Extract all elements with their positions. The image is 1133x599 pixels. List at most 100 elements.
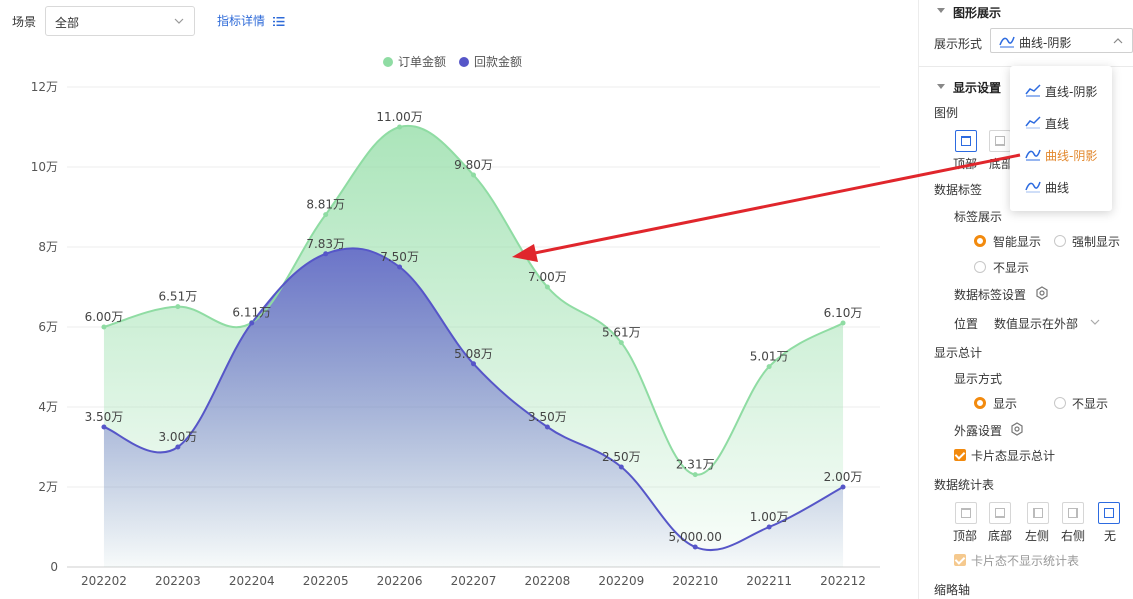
data-point[interactable] (397, 124, 403, 130)
icon-bar (962, 509, 970, 510)
data-point[interactable] (766, 364, 772, 370)
data-point[interactable] (544, 424, 550, 430)
position-label: 位置 (954, 317, 979, 331)
x-tick-label: 202204 (229, 574, 275, 588)
filter-bar: 场景 全部 指标详情 (0, 0, 905, 40)
line-area-icon (1025, 84, 1041, 97)
data-point[interactable] (101, 324, 107, 330)
radio-force-display[interactable] (1054, 235, 1066, 247)
data-point[interactable] (175, 444, 181, 450)
dropdown-option-label: 曲线 (1045, 181, 1070, 195)
stats-position-none-button[interactable] (1098, 502, 1120, 524)
curve-area-icon (999, 36, 1015, 48)
y-tick-label: 2万 (38, 480, 58, 494)
data-point[interactable] (692, 544, 698, 550)
legend-label[interactable]: 回款金额 (474, 54, 522, 69)
stats-position-right-button[interactable] (1062, 502, 1084, 524)
data-label: 7.50万 (380, 250, 419, 264)
data-point[interactable] (618, 464, 624, 470)
display-settings-title: 显示设置 (953, 81, 1002, 95)
icon-bar (1076, 509, 1077, 517)
data-point[interactable] (840, 320, 846, 326)
stats-position-bottom-button[interactable] (989, 502, 1011, 524)
data-point[interactable] (397, 264, 403, 270)
stats-position-top-button[interactable] (955, 502, 977, 524)
display-form-select[interactable]: 曲线-阴影 (990, 28, 1133, 53)
legend-marker[interactable] (383, 57, 393, 67)
data-point[interactable] (323, 212, 329, 218)
scene-select[interactable]: 全部 (45, 6, 195, 36)
x-tick-label: 202206 (377, 574, 423, 588)
stats-position-left-button[interactable] (1027, 502, 1049, 524)
legend-marker[interactable] (459, 57, 469, 67)
series-area (103, 248, 844, 568)
dropdown-option-curve[interactable]: 曲线 (1010, 171, 1112, 201)
dropdown-option-line[interactable]: 直线 (1010, 107, 1112, 137)
position-select[interactable]: 数值显示在外部 (994, 317, 1079, 331)
radio-smart-display[interactable] (974, 235, 986, 247)
chevron-down-icon (174, 18, 184, 24)
position-right-icon (1068, 508, 1078, 518)
legend-label[interactable]: 订单金额 (398, 54, 446, 69)
y-tick-label: 12万 (31, 80, 58, 94)
icon-bar (996, 516, 1004, 517)
data-point[interactable] (692, 472, 698, 478)
collapse-arrow-icon[interactable] (937, 8, 945, 13)
display-form-value: 曲线-阴影 (1019, 36, 1072, 50)
scene-select-value: 全部 (55, 16, 80, 30)
show-total-title: 显示总计 (934, 346, 983, 360)
chevron-up-icon (1113, 38, 1123, 44)
data-point[interactable] (323, 251, 329, 257)
data-point[interactable] (249, 320, 255, 326)
dropdown-option-line-area[interactable]: 直线-阴影 (1010, 75, 1112, 105)
data-label: 2.00万 (824, 470, 863, 484)
data-point[interactable] (840, 484, 846, 490)
line-icon (1025, 116, 1041, 129)
display-form-dropdown: 直线-阴影 直线 曲线-阴影 曲线 (1010, 66, 1112, 211)
data-point[interactable] (471, 172, 476, 178)
data-point[interactable] (766, 524, 772, 530)
collapse-arrow-icon[interactable] (937, 84, 945, 89)
gear-icon[interactable] (1010, 422, 1024, 436)
display-form-label: 展示形式 (934, 37, 983, 51)
data-point[interactable] (175, 304, 181, 310)
graphic-section-title: 图形展示 (953, 6, 1002, 20)
data-label: 3.50万 (528, 410, 567, 424)
position-top-icon (961, 136, 971, 146)
data-labels-title: 数据标签 (934, 183, 983, 197)
radio-smart-display-label: 智能显示 (993, 235, 1042, 249)
data-label: 7.83万 (306, 237, 345, 251)
icon-bar (962, 137, 970, 138)
legend-position-top-button[interactable] (955, 130, 977, 152)
gear-icon[interactable] (1035, 286, 1049, 300)
position-none-icon (1104, 508, 1114, 518)
radio-show-total[interactable] (974, 397, 986, 409)
legend-position-bottom-button[interactable] (989, 130, 1011, 152)
curve-area-icon (1025, 149, 1041, 161)
data-label: 1.00万 (750, 510, 789, 524)
dropdown-option-curve-area[interactable]: 曲线-阴影 (1010, 139, 1112, 169)
data-point[interactable] (101, 424, 107, 430)
data-label: 3.50万 (85, 410, 124, 424)
position-top-icon (961, 508, 971, 518)
data-point[interactable] (618, 340, 624, 346)
data-label: 5.61万 (602, 326, 641, 340)
chevron-down-icon[interactable] (1089, 317, 1101, 327)
card-show-total-checkbox[interactable] (954, 449, 966, 461)
x-tick-label: 202209 (598, 574, 644, 588)
card-hide-stats-label: 卡片态不显示统计表 (971, 554, 1080, 568)
data-point[interactable] (471, 361, 476, 367)
x-tick-label: 202205 (303, 574, 349, 588)
data-label: 9.80万 (454, 158, 493, 172)
data-label: 5.08万 (454, 347, 493, 361)
radio-hide-labels[interactable] (974, 261, 986, 273)
radio-hide-total[interactable] (1054, 397, 1066, 409)
legend-label: 图例 (934, 106, 959, 120)
radio-hide-labels-label: 不显示 (993, 261, 1030, 275)
metric-details-link[interactable]: 指标详情 (217, 12, 285, 29)
data-label: 5,000.00 (669, 530, 722, 544)
radio-show-total-label: 显示 (993, 397, 1018, 411)
data-point[interactable] (544, 284, 550, 290)
card-hide-stats-checkbox[interactable] (954, 554, 966, 566)
